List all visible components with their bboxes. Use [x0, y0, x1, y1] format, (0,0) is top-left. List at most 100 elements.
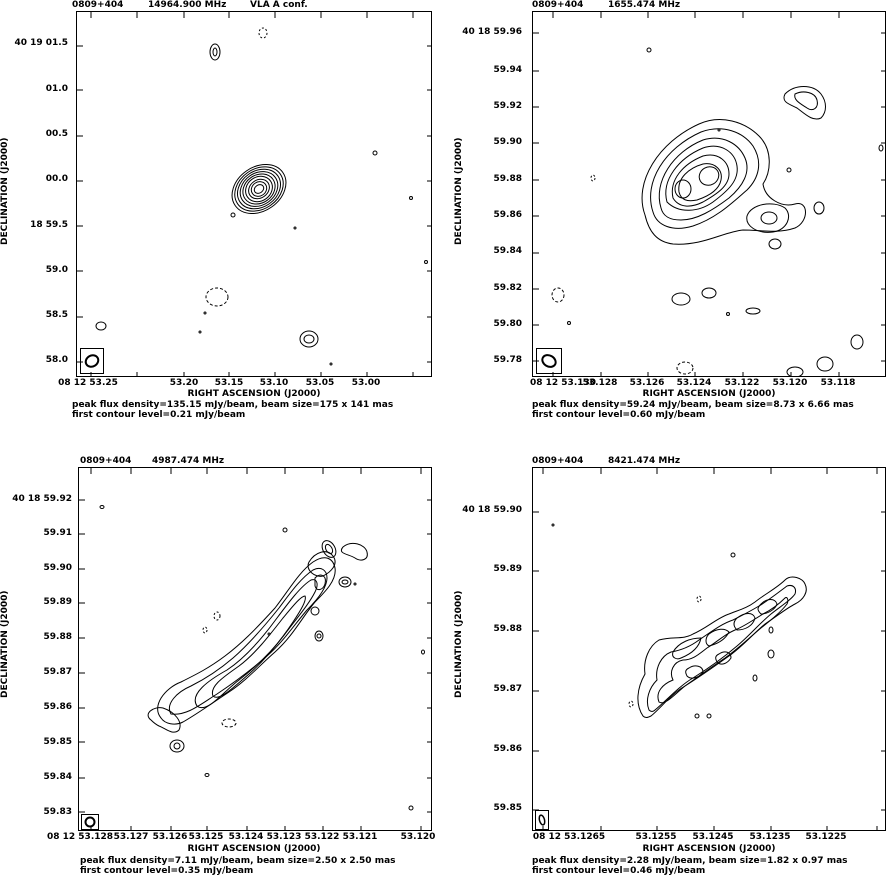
panel-1-xtick: 53.20 — [169, 378, 199, 388]
panel-4-ytick: 59.87 — [493, 684, 522, 694]
panel-3-ytick: 59.83 — [43, 807, 72, 817]
panel-4-source: 0809+404 — [532, 456, 584, 466]
panel-3-contour-level: first contour level=0.35 mJy/beam — [80, 866, 254, 876]
panel-2-ytick: 59.94 — [493, 65, 522, 75]
panel-2-ytick: 59.92 — [493, 101, 522, 111]
panel-3-ytick: 59.86 — [43, 702, 72, 712]
panel-4-xtick: 53.1245 — [692, 832, 734, 842]
panel-1-noise-contours — [95, 27, 428, 366]
panel-1-contour-level: first contour level=0.21 mJy/beam — [72, 410, 246, 420]
panel-1-plot-frame — [76, 11, 432, 377]
panel-3-ytick: 59.90 — [43, 563, 72, 573]
panel-1-xtick: 53.05 — [305, 378, 335, 388]
panel-3-xtick: 53.125 — [188, 832, 224, 842]
panel-3-ticks — [79, 468, 431, 830]
panel-4-xtick: 53.1235 — [749, 832, 791, 842]
panel-4-xtick: 53.1255 — [635, 832, 677, 842]
panel-4-noise-contours — [551, 523, 775, 719]
panel-1-ytick: 58.5 — [45, 310, 68, 320]
panel-4-ytick: 59.88 — [493, 624, 522, 634]
panel-1-xtick: 53.15 — [214, 378, 244, 388]
panel-1-ytick: 00.0 — [45, 174, 68, 184]
panel-4-beam-box — [535, 810, 549, 830]
panel-4-ytick: 59.86 — [493, 744, 522, 754]
panel-4-xtick: 53.1225 — [805, 832, 847, 842]
panel-2-xtick: 08 12 53.130 — [529, 378, 597, 388]
panel-2-ytick: 59.86 — [493, 210, 522, 220]
panel-3-peak-flux: peak flux density=7.11 mJy/beam, beam si… — [80, 856, 396, 866]
panel-2-ytick: 59.90 — [493, 137, 522, 147]
panel-3-xtick: 53.120 — [400, 832, 436, 842]
panel-3-ytick: 59.91 — [43, 528, 72, 538]
panel-2-beam-box — [536, 348, 562, 374]
panel-3-source: 0809+404 — [80, 456, 132, 466]
panel-4-ticks — [533, 468, 885, 830]
panel-3-ytick: 59.85 — [43, 737, 72, 747]
panel-4-ytick: 59.85 — [493, 803, 522, 813]
panel-3-xtick: 53.124 — [228, 832, 264, 842]
panel-2-ytick: 59.80 — [493, 319, 522, 329]
panel-4-peak-flux: peak flux density=2.28 mJy/beam, beam si… — [532, 856, 848, 866]
panel-3-knot-contours — [99, 505, 425, 811]
panel-2-xtick: 53.120 — [772, 378, 808, 388]
panel-1-ytick: 01.0 — [45, 84, 68, 94]
panel-3-beam-box — [81, 814, 99, 830]
panel-3-ylabel: DECLINATION (J2000) — [0, 590, 10, 698]
panel-4-contour-map — [533, 468, 885, 830]
panel-3-contour-map — [79, 468, 431, 830]
panel-1-ticks — [77, 12, 431, 376]
panel-2-xtick: 53.128 — [582, 378, 618, 388]
panel-4-contour-level: first contour level=0.46 mJy/beam — [532, 866, 706, 876]
panel-1-xtick: 53.00 — [351, 378, 381, 388]
panel-2-xtick: 53.122 — [724, 378, 760, 388]
panel-1-ytick: 58.0 — [45, 355, 68, 365]
panel-2-peak-flux: peak flux density=59.24 mJy/beam, beam s… — [532, 400, 854, 410]
panel-4-ytick: 59.89 — [493, 564, 522, 574]
panel-3-xtick: 08 12 53.128 — [46, 832, 114, 842]
panel-1-contour-map — [77, 12, 431, 376]
panel-1-xlabel: RIGHT ASCENSION (J2000) — [187, 389, 321, 399]
panel-4-xlabel: RIGHT ASCENSION (J2000) — [642, 844, 776, 854]
panel-2-frequency: 1655.474 MHz — [608, 0, 681, 10]
panel-2-ytick: 59.82 — [493, 283, 522, 293]
panel-1-beam-box — [80, 348, 104, 374]
panel-3-jet-contours — [147, 551, 336, 733]
panel-2-ylabel: DECLINATION (J2000) — [454, 137, 464, 245]
panel-3-xtick: 53.121 — [342, 832, 378, 842]
panel-1-peak-flux: peak flux density=135.15 mJy/beam, beam … — [72, 400, 394, 410]
panel-4-plot-frame — [532, 467, 886, 831]
panel-4-ytick: 40 18 59.90 — [462, 505, 522, 515]
panel-2-source: 0809+404 — [532, 0, 584, 10]
panel-1-ytick: 40 19 01.5 — [14, 38, 68, 48]
panel-3-xtick: 53.122 — [304, 832, 340, 842]
panel-1-configuration: VLA A conf. — [250, 0, 308, 10]
panel-2-side-contours — [551, 47, 884, 376]
panel-2-ytick: 59.88 — [493, 174, 522, 184]
panel-2-ytick: 59.78 — [493, 355, 522, 365]
panel-3-xtick: 53.126 — [152, 832, 188, 842]
panel-3-ytick: 59.87 — [43, 667, 72, 677]
panel-4-ylabel: DECLINATION (J2000) — [454, 590, 464, 698]
panel-3-ytick: 59.84 — [43, 772, 72, 782]
panel-1-source: 0809+404 — [72, 0, 124, 10]
panel-1-core-contours — [231, 163, 287, 215]
panel-2-ytick: 59.84 — [493, 246, 522, 256]
panel-2-core-contours — [641, 119, 806, 245]
panel-2-xtick: 53.126 — [629, 378, 665, 388]
panel-1-ytick: 59.0 — [45, 265, 68, 275]
panel-2-plot-frame — [532, 11, 886, 377]
panel-2-xlabel: RIGHT ASCENSION (J2000) — [642, 389, 776, 399]
panel-4-frequency: 8421.474 MHz — [608, 456, 681, 466]
panel-3-xtick: 53.123 — [266, 832, 302, 842]
panel-2-xtick: 53.124 — [676, 378, 712, 388]
panel-1-frequency: 14964.900 MHz — [148, 0, 227, 10]
panel-2-ytick: 40 18 59.96 — [462, 27, 522, 37]
panel-2-ticks — [533, 12, 885, 376]
panel-3-ytick: 59.89 — [43, 597, 72, 607]
panel-1-xtick: 53.10 — [259, 378, 289, 388]
panel-1-ytick: 18 59.5 — [30, 220, 68, 230]
panel-2-contour-map — [533, 12, 885, 376]
panel-1-ytick: 00.5 — [45, 129, 68, 139]
panel-3-ytick: 59.88 — [43, 632, 72, 642]
panel-2-xtick: 53.118 — [820, 378, 856, 388]
